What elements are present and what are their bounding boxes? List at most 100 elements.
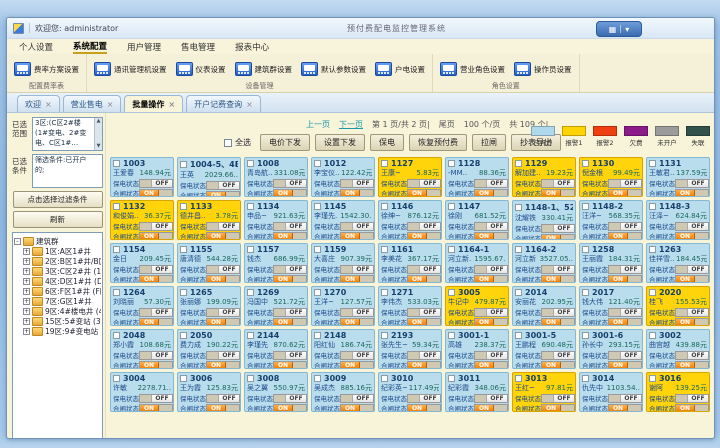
room-checkbox[interactable]: [113, 246, 120, 253]
room-card[interactable]: 2014 安丽花 202.95元 保电状态 OFF: [512, 286, 576, 326]
room-checkbox[interactable]: [113, 289, 120, 296]
room-checkbox[interactable]: [515, 332, 522, 339]
switch-toggle[interactable]: ON: [608, 188, 642, 196]
room-card[interactable]: 2020 桂飞 155.53元 保电状态 OFF: [646, 286, 710, 326]
room-card[interactable]: 2017 钱大伟 121.40元 保电状态 OFF: [579, 286, 643, 326]
switch-toggle[interactable]: ON: [206, 317, 240, 325]
protect-toggle[interactable]: OFF: [474, 264, 508, 274]
switch-toggle[interactable]: ON: [273, 274, 307, 282]
expand-icon[interactable]: +: [23, 247, 30, 255]
room-checkbox[interactable]: [113, 160, 120, 167]
switch-toggle[interactable]: ON: [273, 317, 307, 325]
room-checkbox[interactable]: [582, 375, 589, 382]
switch-toggle[interactable]: ON: [675, 403, 709, 411]
room-card[interactable]: 1164-1 河立新.. 1595.67.. 保电状态 OFF: [445, 243, 509, 283]
room-checkbox[interactable]: [515, 289, 522, 296]
menu-item[interactable]: 售电管理: [181, 42, 216, 53]
protect-toggle[interactable]: OFF: [407, 221, 441, 231]
protect-toggle[interactable]: OFF: [340, 221, 374, 231]
switch-toggle[interactable]: ON: [273, 403, 307, 411]
switch-toggle[interactable]: ON: [340, 274, 374, 282]
protect-toggle[interactable]: OFF: [541, 264, 575, 274]
room-checkbox[interactable]: [314, 289, 321, 296]
menu-item[interactable]: 报表中心: [235, 42, 270, 53]
room-checkbox[interactable]: [582, 332, 589, 339]
protect-toggle[interactable]: OFF: [206, 393, 240, 403]
room-checkbox[interactable]: [247, 332, 254, 339]
chevron-down-icon[interactable]: ▾: [625, 24, 630, 34]
switch-toggle[interactable]: ON: [340, 231, 374, 239]
switch-toggle[interactable]: ON: [139, 231, 173, 239]
room-checkbox[interactable]: [515, 375, 522, 382]
protect-toggle[interactable]: OFF: [273, 264, 307, 274]
room-checkbox[interactable]: [448, 246, 455, 253]
room-card[interactable]: 1270 王洋~ 127.57元 保电状态 OFF: [311, 286, 375, 326]
protect-toggle[interactable]: OFF: [407, 264, 441, 274]
expand-icon[interactable]: +: [23, 277, 30, 285]
protect-toggle[interactable]: OFF: [541, 223, 575, 233]
room-checkbox[interactable]: [649, 332, 656, 339]
room-card[interactable]: 3004 许敏 2278.71.. 保电状态 OFF: [110, 372, 174, 412]
switch-toggle[interactable]: ON: [474, 403, 508, 411]
room-checkbox[interactable]: [247, 160, 254, 167]
switch-toggle[interactable]: ON: [675, 360, 709, 368]
room-checkbox[interactable]: [582, 160, 589, 167]
close-icon[interactable]: ×: [246, 99, 253, 109]
switch-toggle[interactable]: ON: [407, 317, 441, 325]
room-card[interactable]: 1148-2 汪洋~ 568.35元 保电状态 OFF: [579, 200, 643, 240]
room-card[interactable]: 1263 佳祥雪.. 184.45元 保电状态 OFF: [646, 243, 710, 283]
collapse-icon[interactable]: -: [14, 237, 21, 245]
switch-toggle[interactable]: ON: [407, 274, 441, 282]
protect-toggle[interactable]: OFF: [273, 350, 307, 360]
tree-item[interactable]: + 7区:G区1#井: [23, 296, 101, 306]
refresh-button[interactable]: 刷新: [12, 211, 103, 228]
room-checkbox[interactable]: [649, 289, 656, 296]
protect-toggle[interactable]: OFF: [407, 178, 441, 188]
room-checkbox[interactable]: [314, 375, 321, 382]
switch-toggle[interactable]: ON: [608, 231, 642, 239]
ribbon-button[interactable]: 默认参数设置: [301, 62, 366, 76]
tab[interactable]: 营业售电 ×: [62, 95, 122, 112]
room-checkbox[interactable]: [649, 203, 656, 210]
protect-toggle[interactable]: OFF: [675, 350, 709, 360]
room-checkbox[interactable]: [180, 375, 187, 382]
room-card[interactable]: 1264 刘晓丽 57.30元 保电状态 OFF: [110, 286, 174, 326]
room-checkbox[interactable]: [314, 160, 321, 167]
protect-toggle[interactable]: OFF: [139, 221, 173, 231]
room-card[interactable]: 3014 仇先中 1103.54.. 保电状态 OFF: [579, 372, 643, 412]
switch-toggle[interactable]: ON: [340, 360, 374, 368]
protect-toggle[interactable]: OFF: [206, 350, 240, 360]
switch-toggle[interactable]: ON: [407, 188, 441, 196]
expand-icon[interactable]: +: [23, 257, 30, 265]
room-card[interactable]: 1134 申品~ 921.63元 保电状态 OFF: [244, 200, 308, 240]
protect-toggle[interactable]: OFF: [340, 393, 374, 403]
grid-icon[interactable]: ▦: [608, 24, 617, 34]
protect-toggle[interactable]: OFF: [608, 393, 642, 403]
select-all-checkbox[interactable]: [224, 138, 232, 147]
ribbon-button[interactable]: 营业角色设置: [440, 62, 505, 76]
room-card[interactable]: 1132 和俊娟.. 36.37元 保电状态 OFF: [110, 200, 174, 240]
protect-toggle[interactable]: OFF: [273, 393, 307, 403]
switch-toggle[interactable]: ON: [206, 403, 240, 411]
room-checkbox[interactable]: [247, 289, 254, 296]
protect-toggle[interactable]: OFF: [340, 350, 374, 360]
protect-toggle[interactable]: OFF: [675, 307, 709, 317]
tree-item[interactable]: + 3区:C区2#井 (1#变…: [23, 266, 101, 276]
close-icon[interactable]: ×: [45, 99, 52, 109]
room-card[interactable]: 1154 金日 209.45元 保电状态 OFF: [110, 243, 174, 283]
tree-item[interactable]: + 4区:D区1#井 (D区1…: [23, 276, 101, 286]
switch-toggle[interactable]: ON: [474, 188, 508, 196]
switch-toggle[interactable]: ON: [139, 360, 173, 368]
protect-toggle[interactable]: OFF: [608, 350, 642, 360]
room-card[interactable]: 3010 纪彩英~ 117.49元 保电状态 OFF: [378, 372, 442, 412]
scope-box[interactable]: 3区:(C区2#楼 (1#变电、2#变电、C区1#… ▲ ▼: [32, 117, 103, 151]
room-checkbox[interactable]: [314, 246, 321, 253]
switch-toggle[interactable]: ON: [139, 274, 173, 282]
room-card[interactable]: 1147 徐刚 681.52元 保电状态 OFF: [445, 200, 509, 240]
room-card[interactable]: 1265 张丽娜 199.09元 保电状态 OFF: [177, 286, 241, 326]
menu-item[interactable]: 用户管理: [127, 42, 162, 53]
tree-item[interactable]: + 1区:A区1#井: [23, 246, 101, 256]
scroll-down-icon[interactable]: ▼: [96, 143, 101, 149]
protect-toggle[interactable]: OFF: [340, 307, 374, 317]
switch-toggle[interactable]: ON: [541, 403, 575, 411]
